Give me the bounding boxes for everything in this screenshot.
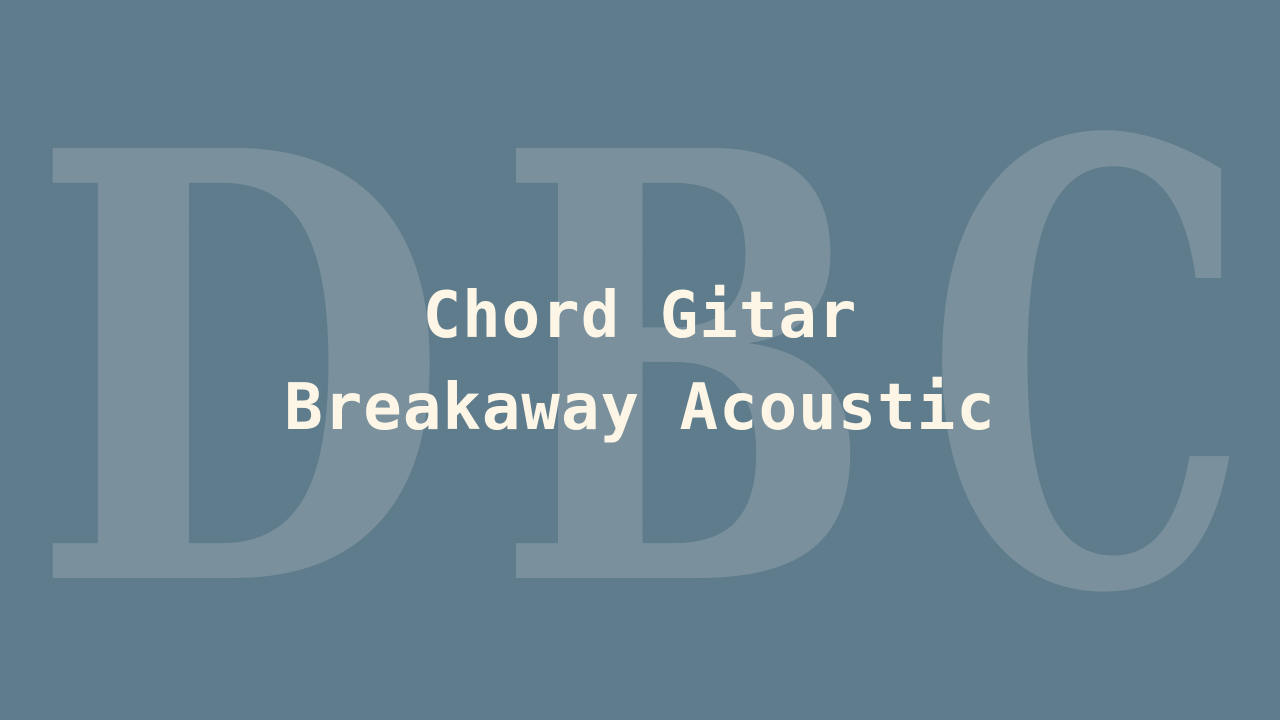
watermark-letter-d: D (30, 25, 450, 718)
title-line-2: Breakaway Acoustic (284, 371, 996, 445)
page-title: Chord Gitar Breakaway Acoustic (0, 270, 1280, 454)
watermark-letter-c: C (925, 10, 1250, 720)
title-line-1: Chord Gitar (422, 279, 858, 353)
watermark-letter-b: B (495, 25, 875, 718)
